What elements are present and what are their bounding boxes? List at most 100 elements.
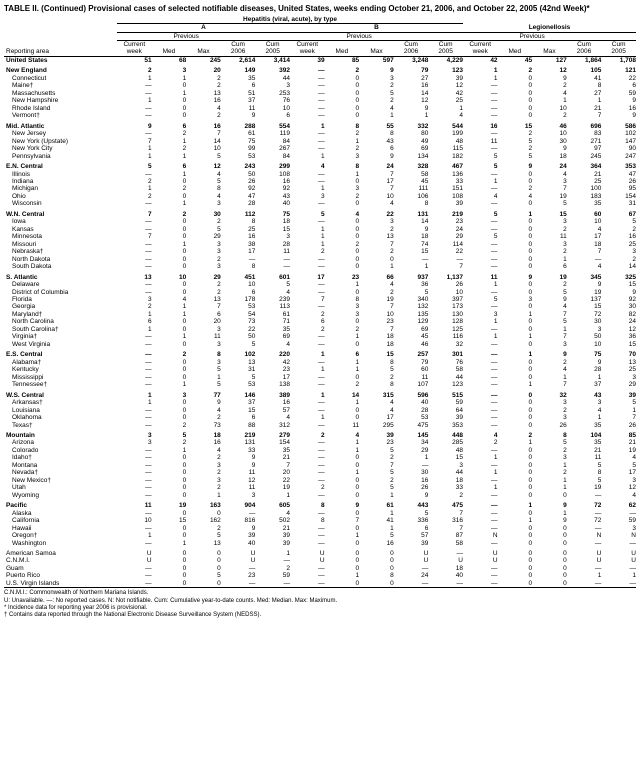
data-cell: 0: [498, 289, 533, 296]
data-cell: 119: [255, 130, 290, 137]
data-cell: 39: [221, 532, 256, 539]
data-cell: 137: [567, 296, 602, 303]
data-cell: 220: [255, 348, 290, 358]
data-cell: 10: [567, 218, 602, 225]
data-cell: —: [394, 462, 429, 469]
data-cell: 1,864: [567, 56, 602, 64]
data-cell: 1: [498, 311, 533, 318]
data-cell: 23: [221, 572, 256, 579]
data-cell: 315: [359, 389, 394, 399]
data-cell: 14: [601, 263, 636, 270]
super-header: Hepatitis (viral, acute), by type: [117, 16, 463, 24]
data-cell: 0: [152, 178, 187, 185]
data-cell: 4: [359, 105, 394, 112]
data-cell: 0: [498, 565, 533, 572]
data-cell: 4: [186, 447, 221, 454]
data-cell: 22: [359, 208, 394, 218]
data-cell: 145: [394, 429, 429, 439]
data-cell: 18: [567, 241, 602, 248]
data-cell: 6: [325, 348, 360, 358]
h-prev: Previous: [152, 32, 221, 40]
table-row: W.S. Central1377146389114315596515—03243…: [4, 389, 636, 399]
data-cell: 3: [117, 296, 152, 303]
data-cell: —: [117, 218, 152, 225]
data-cell: 5: [290, 208, 325, 218]
data-cell: —: [117, 130, 152, 137]
data-cell: 12: [601, 484, 636, 491]
data-cell: 7: [117, 208, 152, 218]
data-cell: 28: [255, 241, 290, 248]
data-cell: —: [463, 341, 498, 348]
data-cell: 112: [221, 208, 256, 218]
data-cell: —: [394, 580, 429, 587]
data-cell: 6: [152, 120, 187, 130]
data-cell: 6: [221, 289, 256, 296]
area-cell: West Virginia: [4, 341, 117, 348]
data-cell: —: [428, 547, 463, 557]
data-cell: 25: [428, 97, 463, 104]
data-cell: 12: [394, 97, 429, 104]
data-cell: —: [117, 359, 152, 366]
data-cell: 9: [532, 348, 567, 358]
data-cell: 8: [359, 572, 394, 579]
data-cell: —: [463, 130, 498, 137]
data-cell: 7: [290, 296, 325, 303]
data-cell: 131: [221, 439, 256, 446]
data-cell: 0: [325, 82, 360, 89]
data-cell: 4: [601, 454, 636, 461]
data-cell: —: [601, 540, 636, 547]
data-cell: 9: [359, 64, 394, 74]
table-row: Vermont†—0296—0114—0279: [4, 112, 636, 119]
data-cell: 47: [601, 171, 636, 178]
area-cell: W.S. Central: [4, 389, 117, 399]
data-cell: 26: [428, 281, 463, 288]
data-cell: 0: [325, 218, 360, 225]
data-cell: —: [117, 484, 152, 491]
data-cell: 8: [359, 381, 394, 388]
data-cell: 0: [532, 557, 567, 564]
col-sub: Med: [498, 41, 533, 57]
data-cell: 57: [394, 532, 429, 539]
data-cell: 3: [532, 414, 567, 421]
data-cell: —: [255, 580, 290, 587]
data-cell: 3: [532, 341, 567, 348]
data-cell: 0: [498, 477, 533, 484]
data-cell: 39: [255, 532, 290, 539]
data-cell: 0: [498, 532, 533, 539]
area-cell: Missouri: [4, 241, 117, 248]
data-cell: 25: [567, 178, 602, 185]
data-cell: 10: [186, 145, 221, 152]
table-row: Utah—02111920526331011912: [4, 484, 636, 491]
data-cell: 1,708: [601, 56, 636, 64]
data-cell: 5: [498, 153, 533, 160]
data-cell: 12: [221, 477, 256, 484]
data-cell: 9: [186, 399, 221, 406]
data-cell: 8: [325, 120, 360, 130]
data-cell: 9: [221, 112, 256, 119]
table-row: E.N. Central5612243299482432846759243643…: [4, 160, 636, 170]
area-cell: Colorado: [4, 447, 117, 454]
data-cell: —: [290, 510, 325, 517]
data-cell: 13: [117, 271, 152, 281]
data-cell: U: [221, 547, 256, 557]
data-cell: 113: [255, 303, 290, 310]
table-row: Connecticut1123544—0327391094122: [4, 75, 636, 82]
data-cell: —: [117, 341, 152, 348]
data-cell: 328: [394, 160, 429, 170]
data-cell: 35: [567, 439, 602, 446]
table-row: U.S. Virgin Islands—00———00———00——: [4, 580, 636, 587]
area-cell: Arkansas†: [4, 399, 117, 406]
data-cell: 30: [532, 138, 567, 145]
data-cell: 0: [152, 359, 187, 366]
table-row: Florida3413178239781934039753913792: [4, 296, 636, 303]
data-cell: —: [117, 289, 152, 296]
data-cell: 0: [532, 492, 567, 499]
data-cell: 4: [325, 429, 360, 439]
data-cell: 301: [428, 348, 463, 358]
data-cell: 8: [567, 82, 602, 89]
data-cell: 6: [290, 318, 325, 325]
data-cell: 2: [359, 289, 394, 296]
data-cell: 0: [325, 484, 360, 491]
data-cell: —: [290, 218, 325, 225]
data-cell: 73: [186, 422, 221, 429]
